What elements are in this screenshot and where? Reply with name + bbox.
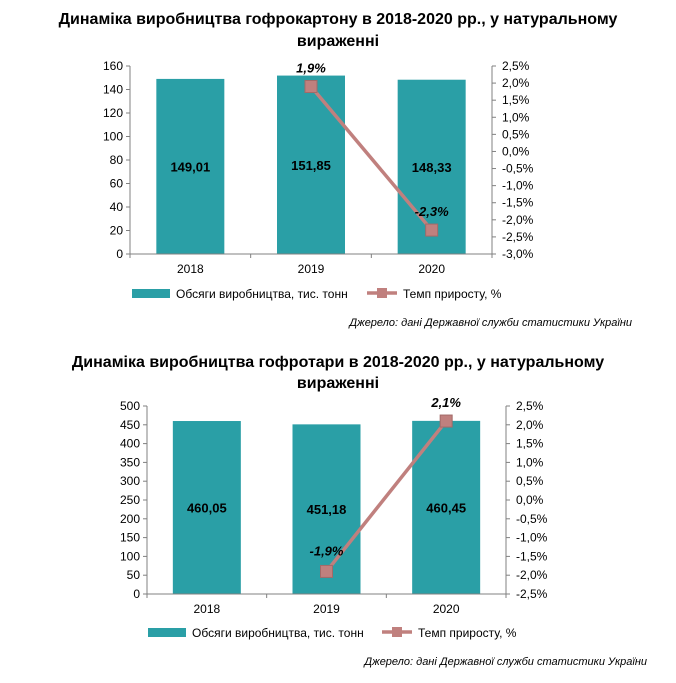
y-left-tick-label: 450 [120,418,140,432]
y-right-tick-label: 2,0% [516,418,544,432]
y-left-tick-label: 0 [133,587,140,601]
bar-2018 [172,421,241,594]
y-right-tick-label: -1,0% [516,531,548,545]
bar-data-label: 151,85 [291,158,331,173]
legend-bar-swatch [132,289,170,298]
y-left-tick-label: 400 [120,437,140,451]
bar-data-label: 460,05 [187,501,227,516]
chart-gofrokarton: Динаміка виробництва гофрокартону в 2018… [59,11,632,329]
bar-data-label: 451,18 [307,502,347,517]
y-left-tick-label: 140 [103,83,123,97]
legend-line-marker [377,288,387,298]
y-left-tick-label: 350 [120,455,140,469]
y-left-tick-label: 20 [110,224,124,238]
source-note: Джерело: дані Державної служби статистик… [362,656,647,668]
y-right-tick-label: 2,5% [502,59,530,73]
y-left-tick-label: 500 [120,399,140,413]
y-left-tick-label: 0 [116,247,123,261]
y-right-tick-label: -0,5% [516,512,548,526]
y-right-tick-label: 0,0% [516,493,544,507]
legend-line-label: Темп приросту, % [418,626,517,640]
y-right-tick-label: -3,0% [502,247,534,261]
y-right-tick-label: -1,0% [502,179,534,193]
legend-bar-label: Обсяги виробництва, тис. тонн [176,287,348,301]
growth-marker [439,414,453,428]
y-right-tick-label: 1,5% [516,437,544,451]
chart-title-line: вираженні [297,375,379,392]
legend-line-label: Темп приросту, % [403,287,502,301]
y-right-tick-label: -2,0% [502,213,534,227]
growth-data-label: 1,9% [296,61,326,76]
chart-gofrotara: Динаміка виробництва гофротари в 2018-20… [72,354,647,668]
growth-marker [425,223,439,237]
legend-bar-swatch [148,628,186,637]
bar-2018 [156,78,225,254]
y-right-tick-label: -0,5% [502,162,534,176]
y-right-tick-label: 0,5% [516,474,544,488]
y-right-tick-label: 0,0% [502,144,530,158]
y-left-tick-label: 100 [120,549,140,563]
growth-data-label: 2,1% [430,395,461,410]
bar-2019 [277,75,345,254]
y-left-tick-label: 200 [120,512,140,526]
growth-line [325,419,448,573]
y-right-tick-label: -2,0% [516,568,548,582]
y-left-tick-label: 100 [103,130,123,144]
chart-title-line: вираженні [297,33,379,50]
x-tick-label: 2020 [433,602,460,616]
y-right-tick-label: 1,0% [502,110,530,124]
growth-marker [320,564,333,578]
chart-title-line: Динаміка виробництва гофрокартону в 2018… [59,11,618,28]
y-left-tick-label: 60 [110,177,124,191]
growth-data-label: -1,9% [310,543,344,558]
y-left-tick-label: 150 [120,531,140,545]
legend-line-marker [392,627,402,637]
y-left-tick-label: 300 [120,474,140,488]
y-left-tick-label: 250 [120,493,140,507]
y-right-tick-label: -1,5% [516,549,548,563]
x-tick-label: 2018 [193,602,220,616]
y-right-tick-label: 0,5% [502,127,530,141]
y-left-tick-label: 120 [103,106,123,120]
x-tick-label: 2019 [313,602,340,616]
x-tick-label: 2018 [177,262,204,276]
y-right-tick-label: 2,0% [502,76,530,90]
x-tick-label: 2020 [418,262,445,276]
bar-data-label: 149,01 [170,159,210,174]
y-right-tick-label: -1,5% [502,196,534,210]
legend-bar-label: Обсяги виробництва, тис. тонн [192,626,364,640]
source-note: Джерело: дані Державної служби статистик… [347,317,632,329]
growth-data-label: -2,3% [415,204,449,219]
y-right-tick-label: 2,5% [516,399,544,413]
chart-title-line: Динаміка виробництва гофротари в 2018-20… [72,354,604,371]
bar-data-label: 460,45 [426,500,466,515]
y-left-tick-label: 160 [103,59,123,73]
y-right-tick-label: 1,5% [502,93,530,107]
growth-line [309,85,434,232]
growth-marker [304,80,318,94]
bar-data-label: 148,33 [412,160,452,175]
y-right-tick-label: -2,5% [516,587,548,601]
y-left-tick-label: 80 [110,153,124,167]
y-right-tick-label: -2,5% [502,230,534,244]
y-left-tick-label: 40 [110,200,124,214]
y-left-tick-label: 50 [127,568,141,582]
y-right-tick-label: 1,0% [516,455,544,469]
x-tick-label: 2019 [298,262,325,276]
